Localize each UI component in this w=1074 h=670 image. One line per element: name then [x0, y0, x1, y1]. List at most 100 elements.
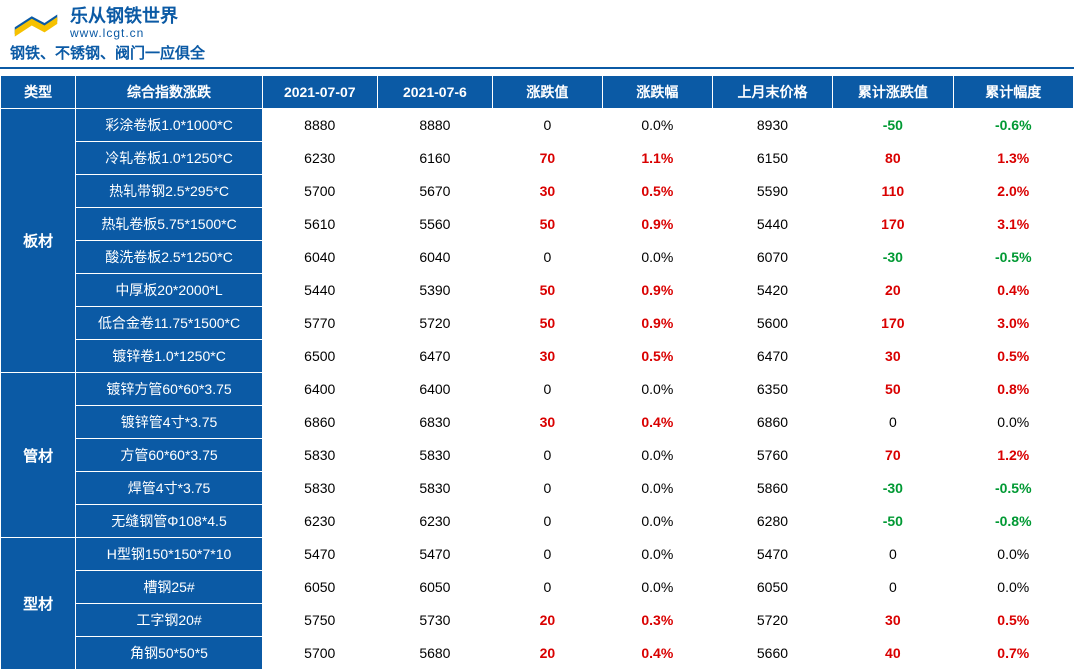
change-cell: 0	[492, 439, 602, 472]
cum-cell: 30	[833, 340, 953, 373]
price-index-table: 类型 综合指数涨跌 2021-07-07 2021-07-6 涨跌值 涨跌幅 上…	[0, 75, 1074, 670]
cum-pct-cell: 0.4%	[953, 274, 1073, 307]
table-row: 管材镀锌方管60*60*3.756400640000.0%6350500.8%	[1, 373, 1074, 406]
cum-pct-cell: 0.5%	[953, 340, 1073, 373]
cum-pct-cell: -0.6%	[953, 109, 1073, 142]
change-cell: 70	[492, 142, 602, 175]
pct-cell: 0.0%	[602, 472, 712, 505]
col-date1: 2021-07-07	[262, 76, 377, 109]
change-cell: 0	[492, 109, 602, 142]
value-cell: 6040	[377, 241, 492, 274]
table-row: 焊管4寸*3.755830583000.0%5860-30-0.5%	[1, 472, 1074, 505]
product-name-cell: 酸洗卷板2.5*1250*C	[76, 241, 262, 274]
cum-pct-cell: 1.2%	[953, 439, 1073, 472]
cum-cell: 0	[833, 406, 953, 439]
col-cum: 累计涨跌值	[833, 76, 953, 109]
table-body: 板材彩涂卷板1.0*1000*C8880888000.0%8930-50-0.6…	[1, 109, 1074, 670]
change-cell: 30	[492, 340, 602, 373]
brand-url: www.lcgt.cn	[70, 26, 178, 40]
table-row: 型材H型钢150*150*7*105470547000.0%547000.0%	[1, 538, 1074, 571]
change-cell: 20	[492, 637, 602, 670]
last-month-cell: 6070	[712, 241, 832, 274]
value-cell: 5680	[377, 637, 492, 670]
change-cell: 0	[492, 472, 602, 505]
value-cell: 5470	[262, 538, 377, 571]
product-name-cell: 无缝钢管Φ108*4.5	[76, 505, 262, 538]
product-name-cell: 角钢50*50*5	[76, 637, 262, 670]
brand-title: 乐从钢铁世界	[70, 6, 178, 26]
page-header: 乐从钢铁世界 www.lcgt.cn	[0, 0, 1074, 42]
value-cell: 6830	[377, 406, 492, 439]
pct-cell: 0.9%	[602, 208, 712, 241]
brand-text-block: 乐从钢铁世界 www.lcgt.cn	[70, 6, 178, 40]
value-cell: 6050	[262, 571, 377, 604]
last-month-cell: 6350	[712, 373, 832, 406]
product-name-cell: 焊管4寸*3.75	[76, 472, 262, 505]
change-cell: 50	[492, 208, 602, 241]
table-header: 类型 综合指数涨跌 2021-07-07 2021-07-6 涨跌值 涨跌幅 上…	[1, 76, 1074, 109]
value-cell: 5720	[377, 307, 492, 340]
col-date2: 2021-07-6	[377, 76, 492, 109]
change-cell: 0	[492, 505, 602, 538]
cum-pct-cell: -0.5%	[953, 472, 1073, 505]
value-cell: 6500	[262, 340, 377, 373]
value-cell: 8880	[262, 109, 377, 142]
table-row: 无缝钢管Φ108*4.56230623000.0%6280-50-0.8%	[1, 505, 1074, 538]
last-month-cell: 5470	[712, 538, 832, 571]
cum-cell: 70	[833, 439, 953, 472]
value-cell: 5670	[377, 175, 492, 208]
value-cell: 5750	[262, 604, 377, 637]
cum-cell: -50	[833, 109, 953, 142]
change-cell: 50	[492, 274, 602, 307]
value-cell: 6160	[377, 142, 492, 175]
value-cell: 5700	[262, 637, 377, 670]
last-month-cell: 5860	[712, 472, 832, 505]
pct-cell: 0.9%	[602, 274, 712, 307]
last-month-cell: 5440	[712, 208, 832, 241]
cum-cell: 170	[833, 208, 953, 241]
pct-cell: 0.4%	[602, 637, 712, 670]
table-row: 方管60*60*3.755830583000.0%5760701.2%	[1, 439, 1074, 472]
cum-cell: 20	[833, 274, 953, 307]
value-cell: 6040	[262, 241, 377, 274]
table-row: 板材彩涂卷板1.0*1000*C8880888000.0%8930-50-0.6…	[1, 109, 1074, 142]
value-cell: 5730	[377, 604, 492, 637]
cum-pct-cell: -0.8%	[953, 505, 1073, 538]
table-row: 热轧卷板5.75*1500*C56105560500.9%54401703.1%	[1, 208, 1074, 241]
table-row: 槽钢25#6050605000.0%605000.0%	[1, 571, 1074, 604]
cum-cell: 110	[833, 175, 953, 208]
value-cell: 5390	[377, 274, 492, 307]
value-cell: 6230	[262, 505, 377, 538]
col-type: 类型	[1, 76, 76, 109]
last-month-cell: 8930	[712, 109, 832, 142]
change-cell: 30	[492, 175, 602, 208]
value-cell: 6050	[377, 571, 492, 604]
pct-cell: 0.0%	[602, 439, 712, 472]
pct-cell: 0.5%	[602, 340, 712, 373]
last-month-cell: 6470	[712, 340, 832, 373]
last-month-cell: 6280	[712, 505, 832, 538]
last-month-cell: 6150	[712, 142, 832, 175]
pct-cell: 0.0%	[602, 505, 712, 538]
last-month-cell: 6050	[712, 571, 832, 604]
cum-cell: 0	[833, 571, 953, 604]
cum-cell: 50	[833, 373, 953, 406]
cum-cell: -30	[833, 472, 953, 505]
product-name-cell: 冷轧卷板1.0*1250*C	[76, 142, 262, 175]
pct-cell: 0.0%	[602, 373, 712, 406]
product-name-cell: 中厚板20*2000*L	[76, 274, 262, 307]
cum-cell: -30	[833, 241, 953, 274]
product-name-cell: H型钢150*150*7*10	[76, 538, 262, 571]
pct-cell: 0.5%	[602, 175, 712, 208]
cum-pct-cell: 3.0%	[953, 307, 1073, 340]
product-name-cell: 工字钢20#	[76, 604, 262, 637]
value-cell: 5470	[377, 538, 492, 571]
table-row: 工字钢20#57505730200.3%5720300.5%	[1, 604, 1074, 637]
product-name-cell: 低合金卷11.75*1500*C	[76, 307, 262, 340]
change-cell: 50	[492, 307, 602, 340]
category-cell: 板材	[1, 109, 76, 373]
cum-cell: 80	[833, 142, 953, 175]
change-cell: 0	[492, 538, 602, 571]
pct-cell: 0.0%	[602, 109, 712, 142]
cum-pct-cell: 0.8%	[953, 373, 1073, 406]
